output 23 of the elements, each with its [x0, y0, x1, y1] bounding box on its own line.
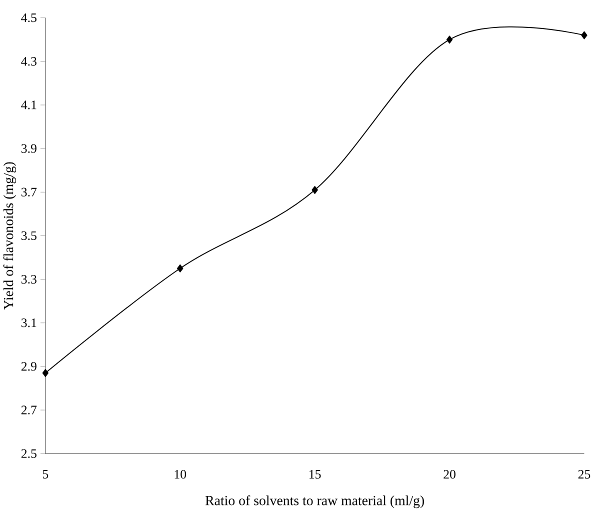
point	[177, 264, 184, 272]
y-tick-label: 4.5	[21, 13, 36, 22]
x-axis-title: Ratio of solvents to raw material (ml/g)	[205, 495, 424, 508]
point	[446, 35, 453, 44]
y-tick-label: 3.3	[22, 274, 36, 284]
y-tick-label: 3.9	[22, 144, 36, 153]
y-tick-label: 4.1	[21, 100, 36, 110]
x-tick-label: 25	[578, 470, 590, 478]
y-tick-label: 3.7	[22, 188, 37, 196]
x-tick-label: 5	[42, 470, 48, 478]
point	[312, 186, 318, 194]
x-tick-label: 20	[444, 470, 456, 478]
y-tick-label: 2.5	[21, 449, 36, 458]
x-tick-label: 10	[174, 470, 186, 478]
x-tick-label: 15	[310, 470, 321, 478]
y-tick-label: 2.7	[21, 405, 37, 414]
y-tick-label: 2.9	[21, 362, 36, 371]
y-tick-label: 4.3	[21, 56, 36, 66]
y-tick-label: 3.1	[22, 318, 36, 328]
y-axis-title: Yield of flavonoids (mg/g)	[3, 162, 16, 310]
point	[581, 31, 588, 39]
point	[42, 368, 49, 377]
y-tick-label: 3.5	[22, 231, 36, 240]
